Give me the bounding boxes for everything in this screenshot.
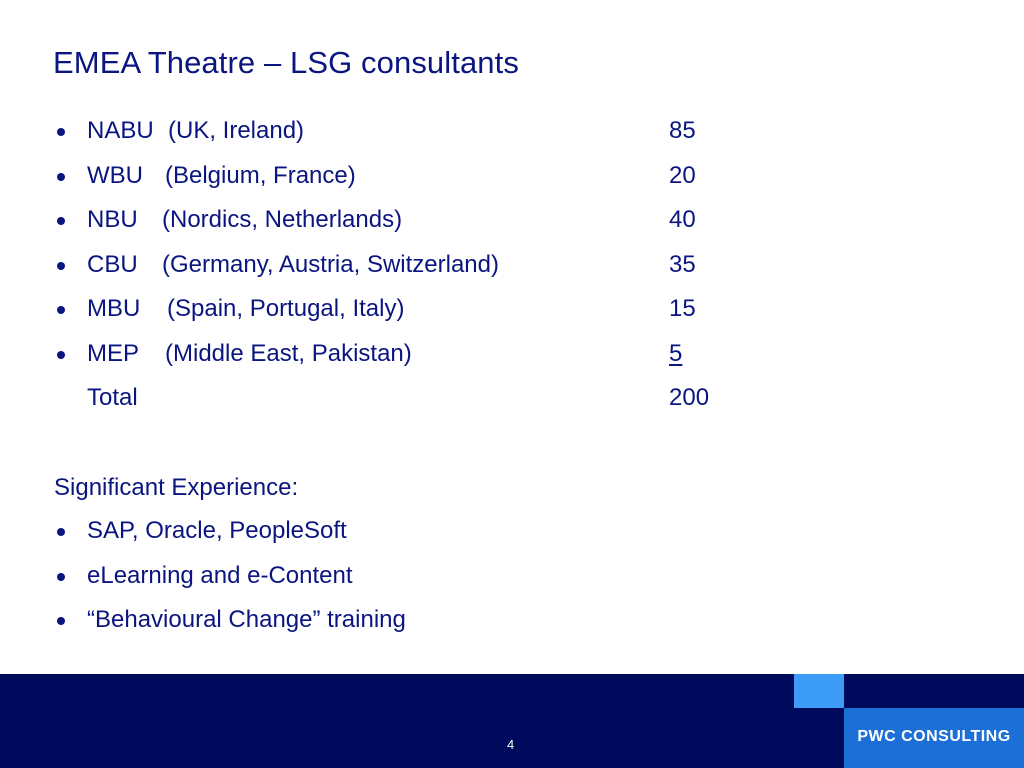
total-row: Total 200 <box>0 384 800 414</box>
bu-region: (Spain, Portugal, Italy) <box>167 295 405 322</box>
list-item: eLearning and e-Content <box>0 562 800 592</box>
bullet-icon <box>57 262 65 270</box>
list-item: NBU (Nordics, Netherlands) 40 <box>0 206 800 236</box>
bu-count: 85 <box>669 117 696 144</box>
list-item: SAP, Oracle, PeopleSoft <box>0 517 800 547</box>
list-item: “Behavioural Change” training <box>0 606 800 636</box>
list-item: MBU (Spain, Portugal, Italy) 15 <box>0 295 800 325</box>
bullet-icon <box>57 306 65 314</box>
bu-code: NBU <box>87 206 138 233</box>
bu-count: 20 <box>669 162 696 189</box>
bu-count: 40 <box>669 206 696 233</box>
accent-square <box>794 674 844 708</box>
list-item: WBU (Belgium, France) 20 <box>0 162 800 192</box>
bullet-icon <box>57 351 65 359</box>
bu-region: (Middle East, Pakistan) <box>165 340 412 367</box>
bu-region: (Germany, Austria, Switzerland) <box>162 251 499 278</box>
bullet-icon <box>57 528 65 536</box>
bullet-icon <box>57 128 65 136</box>
total-label: Total <box>87 384 138 411</box>
bullet-icon <box>57 217 65 225</box>
experience-item: eLearning and e-Content <box>87 562 353 589</box>
list-item: NABU (UK, Ireland) 85 <box>0 117 800 147</box>
bullet-icon <box>57 573 65 581</box>
bu-region: (Nordics, Netherlands) <box>162 206 403 233</box>
bu-code: WBU <box>87 162 143 189</box>
bu-code: MEP <box>87 340 140 367</box>
bu-region: (UK, Ireland) <box>168 117 305 144</box>
list-item: MEP (Middle East, Pakistan) 5 <box>0 340 800 370</box>
list-item: CBU (Germany, Austria, Switzerland) 35 <box>0 251 800 281</box>
bullet-icon <box>57 173 65 181</box>
bu-count: 5 <box>669 340 683 367</box>
bu-count: 15 <box>669 295 696 322</box>
brand-name: PWC CONSULTING <box>857 728 1011 745</box>
page-number: 4 <box>507 737 515 752</box>
bu-region: (Belgium, France) <box>165 162 356 189</box>
bu-code: NABU <box>87 117 154 144</box>
experience-item: “Behavioural Change” training <box>87 606 406 633</box>
experience-item: SAP, Oracle, PeopleSoft <box>87 517 347 544</box>
total-value: 200 <box>669 384 710 411</box>
bu-count: 35 <box>669 251 696 278</box>
bu-code: MBU <box>87 295 141 322</box>
experience-heading: Significant Experience: <box>54 474 299 501</box>
brand-logo: PWC CONSULTING <box>844 708 1024 768</box>
bu-code: CBU <box>87 251 138 278</box>
bullet-icon <box>57 617 65 625</box>
slide-title: EMEA Theatre – LSG consultants <box>53 45 519 80</box>
